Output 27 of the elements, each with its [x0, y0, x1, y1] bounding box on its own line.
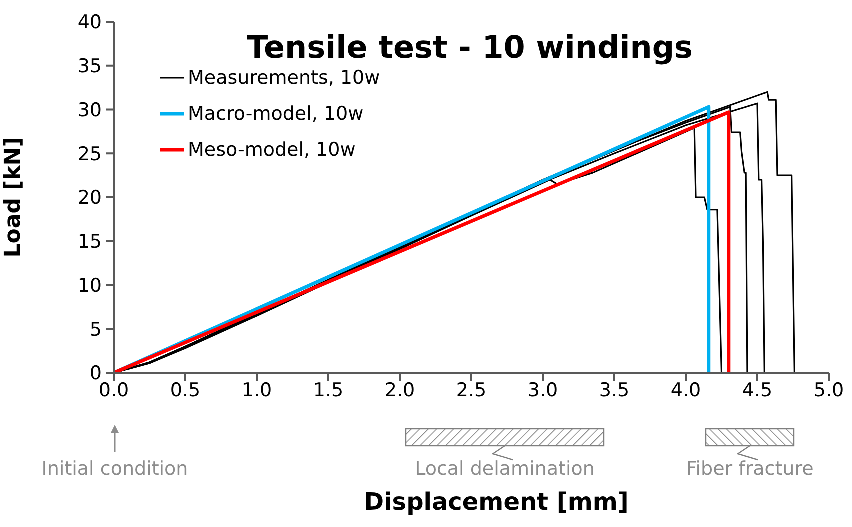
x-tick-label: 4.0: [670, 379, 702, 402]
y-tick-label: 20: [78, 187, 102, 210]
x-tick-label: 2.0: [384, 379, 416, 402]
chart-title: Tensile test - 10 windings: [246, 30, 694, 66]
legend-label: Meso-model, 10w: [188, 138, 356, 163]
x-tick-label: 5.0: [814, 379, 844, 402]
y-tick-label: 25: [78, 143, 102, 166]
y-tick-label: 5: [90, 318, 102, 341]
x-tick-label: 4.5: [742, 379, 773, 402]
x-tick-label: 3.5: [599, 379, 630, 402]
x-axis-title: Displacement [mm]: [364, 488, 629, 516]
y-tick-label: 35: [78, 56, 102, 78]
x-tick-label: 1.5: [313, 379, 344, 402]
y-tick-label: 15: [78, 231, 102, 254]
x-tick-label: 3.0: [528, 379, 558, 402]
y-axis-title: Load [kN]: [0, 137, 26, 258]
y-tick-label: 40: [78, 12, 102, 34]
text: Initial condition: [42, 458, 188, 480]
x-tick-label: 1.0: [242, 379, 272, 402]
y-tick-label: 10: [78, 274, 102, 297]
text: Fiber fracture: [686, 458, 814, 480]
legend-label: Macro-model, 10w: [188, 102, 364, 127]
x-tick-label: 2.5: [456, 379, 487, 402]
x-tick-label: 0.5: [170, 379, 201, 402]
legend-label: Measurements, 10w: [188, 67, 380, 89]
y-tick-label: 30: [78, 99, 102, 122]
text: Local delamination: [415, 458, 595, 480]
